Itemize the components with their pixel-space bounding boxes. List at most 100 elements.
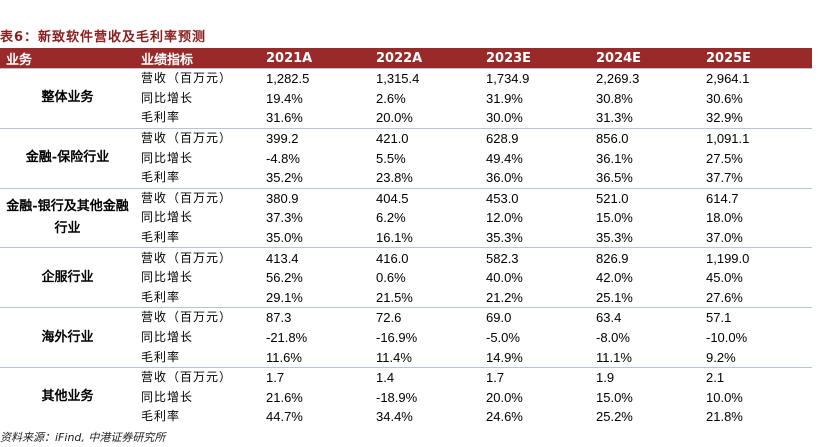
table-row: 同比增长 21.6% -18.9% 20.0% 15.0% 10.0% [0,388,812,408]
forecast-table: 业务 业绩指标 2021A 2022A 2023E 2024E 2025E 整体业务 营收（百… [0,48,812,427]
cell-value: 32.9% [706,110,743,126]
cell-value: 45.0% [706,270,743,286]
cell-value: 21.2% [486,289,523,305]
cell-value: 20.0% [376,110,413,126]
cell-value: 35.3% [596,230,633,246]
group-name: 整体业务 [0,68,135,129]
cell-value: 87.3 [260,307,370,328]
cell-value: -16.9% [376,330,418,346]
table-title: 表6：新致软件营收及毛利率预测 [0,30,207,45]
cell-value: 30.6% [706,90,743,106]
cell-value: 21.6% [266,389,303,405]
table-row: 同比增长 56.2% 0.6% 40.0% 42.0% 45.0% [0,268,812,288]
cell-value: 14.9% [486,349,523,365]
table-row: 其他业务 营收（百万元） 1.7 1.4 1.7 1.9 2.1 [0,366,812,427]
cell-value: 1,315.4 [370,67,480,89]
table-row: 同比增长 37.3% 6.2% 12.0% 15.0% 18.0% [0,208,812,228]
cell-value: 20.0% [486,389,523,405]
metric-name: 同比增长 [141,150,194,165]
cell-value: 416.0 [370,247,480,268]
metric-name: 同比增长 [141,330,194,345]
cell-value: 453.0 [480,187,590,209]
cell-value: 521.0 [590,187,700,209]
group-name: 海外行业 [0,307,135,368]
cell-value: 404.5 [370,187,480,209]
cell-value: 21.8% [706,409,743,425]
cell-value: 1,199.0 [700,247,812,268]
metric-name: 毛利率 [141,349,181,364]
cell-value: 19.4% [266,90,303,106]
table-row: 海外行业 营收（百万元） 87.3 72.6 69.0 63.4 57.1 [0,307,812,368]
cell-value: 2,269.3 [590,67,700,89]
cell-value: 23.8% [376,170,413,186]
cell-value: 24.6% [486,409,523,425]
column-header: 业务 [0,48,135,69]
cell-value: 36.1% [596,150,633,166]
column-header: 业绩指标 [135,48,260,69]
cell-value: 29.1% [266,289,303,305]
cell-value: 1,282.5 [260,67,370,89]
cell-value: 30.0% [486,110,523,126]
metric-name: 毛利率 [141,289,181,304]
cell-value: 1.9 [590,366,700,388]
cell-value: 36.5% [596,170,633,186]
cell-value: 856.0 [590,127,700,149]
cell-value: 2.6% [376,90,406,106]
cell-value: 5.5% [376,150,406,166]
cell-value: 31.3% [596,110,633,126]
cell-value: 21.5% [376,289,413,305]
cell-value: 1.4 [370,366,480,388]
cell-value: 42.0% [596,270,633,286]
column-header: 2022A [370,48,480,69]
table-row: 金融-保险行业 营收（百万元） 399.2 421.0 628.9 856.0 1,091.… [0,127,812,189]
table-row: 毛利率 35.0% 16.1% 35.3% 35.3% 37.0% [0,228,812,248]
cell-value: 34.4% [376,409,413,425]
cell-value: 40.0% [486,270,523,286]
cell-value: 37.3% [266,210,303,226]
column-header: 2023E [480,48,590,69]
cell-value: 31.6% [266,110,303,126]
cell-value: 37.7% [706,170,743,186]
metric-name: 毛利率 [141,170,181,185]
metric-name: 同比增长 [141,210,194,225]
metric-name: 同比增长 [141,90,194,105]
cell-value: -18.9% [376,389,418,405]
cell-value: 826.9 [590,247,700,268]
metric-name: 营收（百万元） [135,127,260,149]
cell-value: 25.2% [596,409,633,425]
cell-value: 11.1% [596,349,632,365]
metric-name: 营收（百万元） [135,247,260,268]
group-name: 金融-银行及其他金融行业 [0,187,135,248]
table-row: 毛利率 35.2% 23.8% 36.0% 36.5% 37.7% [0,168,812,188]
cell-value: 10.0% [706,389,743,405]
cell-value: 380.9 [260,187,370,209]
cell-value: -4.8% [266,150,300,166]
cell-value: 69.0 [480,307,590,328]
cell-value: 628.9 [480,127,590,149]
cell-value: 12.0% [486,210,523,226]
column-header: 2021A [260,48,370,69]
metric-name: 营收（百万元） [135,366,260,388]
metric-name: 同比增长 [141,389,194,404]
table-row: 毛利率 44.7% 34.4% 24.6% 25.2% 21.8% [0,407,812,427]
metric-name: 毛利率 [141,230,181,245]
cell-value: 27.5% [706,150,743,166]
group-name: 企服行业 [0,247,135,308]
cell-value: 421.0 [370,127,480,149]
table-row: 毛利率 11.6% 11.4% 14.9% 11.1% 9.2% [0,347,812,367]
metric-name: 毛利率 [141,110,181,125]
cell-value: 16.1% [376,230,413,246]
cell-value: 36.0% [486,170,523,186]
cell-value: -5.0% [486,330,520,346]
metric-name: 营收（百万元） [135,187,260,209]
cell-value: 11.4% [376,349,412,365]
cell-value: 1.7 [480,366,590,388]
cell-value: 37.0% [706,230,743,246]
cell-value: 72.6 [370,307,480,328]
table-row: 同比增长 19.4% 2.6% 31.9% 30.8% 30.6% [0,89,812,109]
column-header: 2025E [700,48,812,69]
cell-value: 9.2% [706,349,736,365]
cell-value: 35.3% [486,230,523,246]
cell-value: 6.2% [376,210,406,226]
